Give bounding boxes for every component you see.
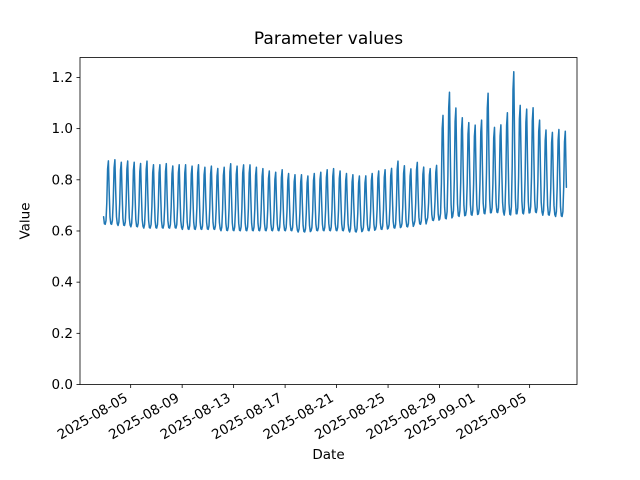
y-axis-label: Value bbox=[17, 202, 34, 240]
y-tick-label: 0.0 bbox=[52, 377, 73, 393]
chart-title: Parameter values bbox=[253, 29, 404, 49]
y-tick-label: 0.4 bbox=[52, 275, 73, 291]
y-tick-label: 0.2 bbox=[52, 326, 73, 342]
series-line bbox=[102, 70, 568, 233]
y-tick-label: 0.8 bbox=[52, 172, 73, 188]
y-tick-label: 1.0 bbox=[52, 121, 73, 137]
axes-layer: 0.00.20.40.60.81.01.22025-08-052025-08-0… bbox=[52, 57, 578, 443]
y-tick-label: 0.6 bbox=[52, 223, 73, 239]
x-axis-label: Date bbox=[312, 447, 345, 463]
y-tick-label: 1.2 bbox=[52, 70, 73, 86]
